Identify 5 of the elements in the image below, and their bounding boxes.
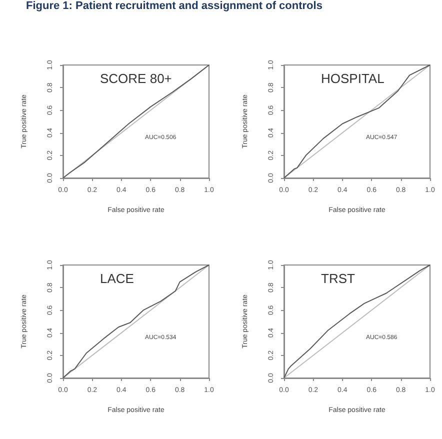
text: TRST — [320, 271, 355, 286]
text: SCORE 80+ — [100, 71, 172, 86]
text: LACE — [100, 271, 134, 286]
text: HOSPITAL — [320, 71, 384, 86]
text: Figure 1: Patient recruitment and assignment of controls — [26, 0, 322, 12]
